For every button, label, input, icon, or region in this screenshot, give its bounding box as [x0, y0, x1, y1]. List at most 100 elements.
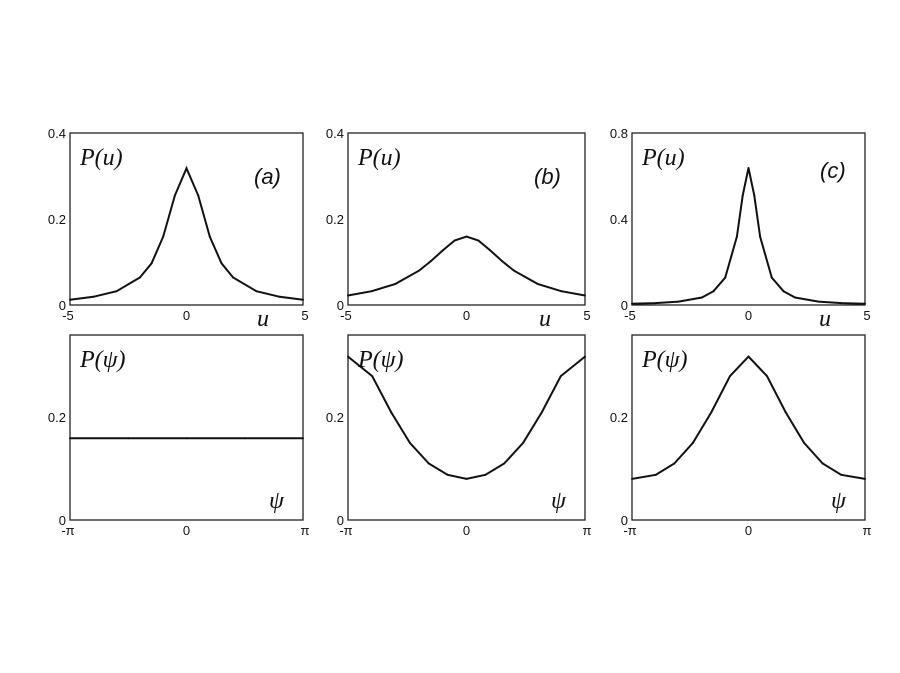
data-point: [427, 462, 430, 465]
panel-label: (c): [820, 158, 846, 183]
y-tick-label: 0: [337, 513, 344, 528]
x-tick-label: π: [583, 523, 592, 538]
data-point: [115, 290, 118, 293]
plot-frame: [347, 334, 586, 521]
data-point: [724, 276, 727, 279]
data-point: [712, 290, 715, 293]
x-tick-label: -π: [61, 523, 74, 538]
data-point: [465, 235, 468, 238]
data-point: [489, 249, 492, 252]
chart-panel-2: -5 0 500.40.8P(u)u(c): [610, 126, 871, 332]
plot-frame: [631, 334, 866, 521]
data-point: [173, 194, 176, 197]
data-point: [821, 462, 824, 465]
data-point: [729, 375, 731, 378]
x-tick-label: -5: [624, 308, 636, 323]
y-axis-label: P(u): [79, 145, 123, 171]
data-point: [138, 276, 141, 279]
data-point: [408, 441, 411, 444]
data-point: [631, 302, 633, 305]
y-tick-label: 0.8: [610, 126, 628, 141]
data-point: [782, 290, 785, 293]
data-point: [560, 290, 563, 293]
plot-frame: [631, 132, 866, 306]
x-tick-label: -5: [340, 308, 352, 323]
data-point: [759, 235, 762, 238]
data-point: [208, 235, 211, 238]
data-point: [347, 355, 349, 358]
data-point: [817, 300, 820, 303]
data-point: [347, 294, 349, 297]
x-axis-label: ψ: [269, 488, 285, 514]
data-point: [197, 194, 200, 197]
y-axis-label: P(ψ): [357, 347, 404, 373]
y-tick-label: 0: [337, 298, 344, 313]
x-tick-label: 0: [183, 523, 190, 538]
data-point: [803, 441, 806, 444]
x-tick-label: 5: [583, 308, 590, 323]
x-axis-label: ψ: [551, 488, 567, 514]
data-point: [255, 290, 258, 293]
panel-label: (b): [534, 164, 561, 189]
data-point: [735, 235, 738, 238]
data-point: [503, 462, 506, 465]
data-point: [127, 437, 130, 440]
x-tick-label: -π: [339, 523, 352, 538]
y-tick-label: 0.4: [610, 212, 628, 227]
data-point: [477, 239, 480, 242]
data-point: [371, 375, 374, 378]
data-point: [784, 411, 787, 414]
plot-frame: [69, 334, 304, 521]
data-point: [278, 295, 281, 298]
y-tick-label: 0: [59, 298, 66, 313]
data-point: [302, 298, 304, 301]
data-point: [794, 296, 797, 299]
y-tick-label: 0.2: [48, 410, 66, 425]
data-point: [710, 411, 713, 414]
data-point: [747, 355, 750, 358]
data-point: [691, 441, 694, 444]
chart-panel-1: -5 0 500.20.4P(u)u(b): [326, 126, 591, 332]
panel-label: (a): [254, 164, 281, 189]
x-tick-label: -5: [62, 308, 74, 323]
data-point: [512, 269, 515, 272]
data-point: [465, 477, 468, 480]
data-point: [453, 239, 456, 242]
y-tick-label: 0.2: [610, 410, 628, 425]
data-point: [441, 249, 444, 252]
data-point: [302, 437, 304, 440]
y-tick-label: 0: [59, 513, 66, 528]
data-point: [185, 437, 188, 440]
x-tick-label: 0: [745, 308, 752, 323]
data-point: [92, 295, 95, 298]
data-point: [69, 437, 71, 440]
data-point: [673, 462, 676, 465]
chart-panel-4: -π 0 π00.2P(ψ)ψ: [326, 334, 592, 538]
x-axis-label: ψ: [831, 488, 847, 514]
plot-frame: [69, 132, 304, 306]
x-tick-label: 5: [301, 308, 308, 323]
data-point: [536, 282, 539, 285]
x-tick-label: 5: [863, 308, 870, 323]
data-point: [654, 302, 657, 305]
y-tick-label: 0.2: [326, 410, 344, 425]
y-tick-label: 0: [621, 298, 628, 313]
y-tick-label: 0.2: [326, 212, 344, 227]
x-tick-label: 0: [463, 308, 470, 323]
data-point: [390, 411, 393, 414]
data-point: [766, 375, 768, 378]
y-axis-label: P(u): [357, 145, 401, 171]
x-tick-label: -π: [623, 523, 636, 538]
data-point: [584, 294, 586, 297]
data-point: [631, 477, 633, 480]
data-point: [770, 276, 773, 279]
data-point: [484, 473, 487, 476]
x-tick-label: π: [301, 523, 310, 538]
data-point: [446, 473, 449, 476]
x-axis-label: u: [819, 306, 831, 332]
x-tick-label: 0: [463, 523, 470, 538]
data-point: [150, 262, 153, 265]
data-point: [501, 260, 504, 263]
data-point: [540, 411, 543, 414]
data-point: [584, 355, 586, 358]
